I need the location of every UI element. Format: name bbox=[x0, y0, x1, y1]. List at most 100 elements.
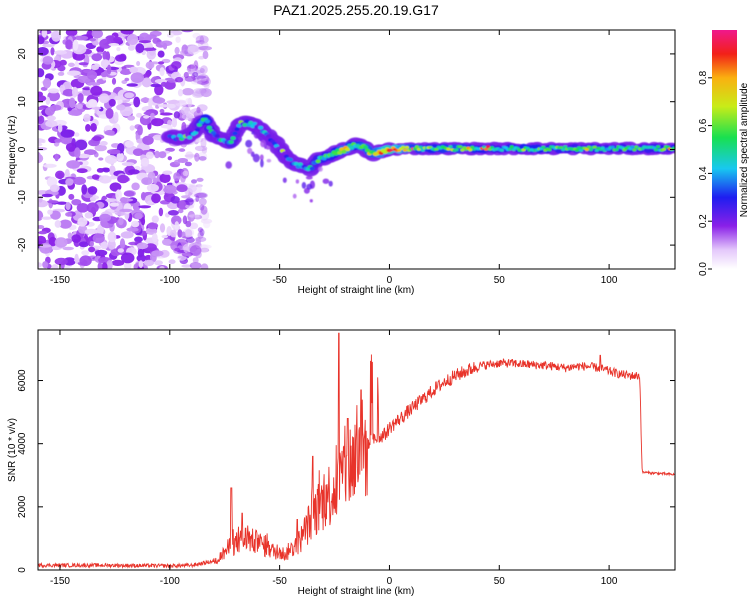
side-blob bbox=[260, 139, 267, 148]
noise-blob bbox=[57, 71, 65, 76]
ridge-point bbox=[576, 146, 582, 150]
noise-blob bbox=[69, 97, 76, 109]
ridge-point bbox=[204, 119, 210, 124]
noise-blob bbox=[200, 65, 208, 74]
x-tick-label: -50 bbox=[272, 576, 287, 587]
noise-blob bbox=[119, 238, 126, 250]
x-tick-label: 0 bbox=[387, 275, 393, 286]
noise-blob bbox=[143, 47, 157, 51]
ridge-point bbox=[333, 151, 339, 156]
noise-blob bbox=[181, 106, 189, 116]
ridge-point bbox=[232, 131, 238, 136]
noise-blob bbox=[128, 169, 140, 175]
noise-blob bbox=[181, 30, 194, 33]
noise-blob bbox=[123, 190, 135, 197]
x-tick-label: 0 bbox=[387, 576, 393, 587]
noise-blob bbox=[195, 236, 207, 242]
snr-frame bbox=[37, 329, 676, 571]
ridge-point bbox=[242, 123, 248, 127]
side-blob bbox=[322, 178, 330, 184]
noise-blob bbox=[185, 220, 192, 228]
noise-blob bbox=[141, 177, 153, 186]
noise-blob bbox=[137, 124, 143, 136]
ridge-point bbox=[547, 148, 552, 152]
noise-blob bbox=[55, 170, 65, 179]
noise-blob bbox=[187, 45, 200, 55]
noise-blob bbox=[120, 30, 134, 35]
noise-blob bbox=[199, 204, 205, 211]
ridge-point bbox=[460, 148, 465, 152]
side-blob bbox=[305, 175, 313, 180]
noise-blob bbox=[158, 61, 165, 65]
noise-blob bbox=[121, 162, 135, 167]
noise-blob bbox=[184, 161, 192, 167]
noise-blob bbox=[134, 236, 143, 243]
noise-blob bbox=[199, 68, 205, 74]
noise-blob bbox=[46, 115, 57, 121]
noise-blob bbox=[98, 93, 110, 104]
snr-series-line bbox=[38, 332, 675, 570]
noise-blob bbox=[198, 156, 207, 161]
noise-blob bbox=[74, 147, 81, 159]
noise-blob bbox=[109, 175, 118, 180]
noise-blob bbox=[38, 115, 45, 125]
x-tick-label: -150 bbox=[50, 275, 70, 286]
y-tick-label: 6000 bbox=[17, 369, 28, 392]
noise-blob bbox=[129, 125, 135, 131]
noise-blob bbox=[195, 75, 207, 83]
noise-blob bbox=[56, 201, 68, 205]
ridge-point bbox=[196, 123, 202, 127]
noise-blob bbox=[76, 153, 91, 159]
noise-blob bbox=[97, 262, 103, 269]
noise-blob bbox=[167, 156, 172, 161]
ridge-point bbox=[248, 120, 254, 125]
y-tick-label: 10 bbox=[17, 96, 28, 108]
noise-blob bbox=[130, 72, 144, 83]
noise-blob bbox=[171, 215, 182, 226]
figure-title: PAZ1.2025.255.20.19.G17 bbox=[273, 2, 439, 18]
noise-blob bbox=[126, 83, 138, 87]
noise-blob bbox=[148, 98, 153, 109]
noise-blob bbox=[47, 91, 60, 102]
ridge-point bbox=[281, 151, 288, 156]
noise-blob bbox=[199, 244, 212, 249]
noise-blob bbox=[42, 44, 55, 48]
noise-blob bbox=[204, 84, 210, 89]
noise-blob bbox=[109, 182, 122, 192]
noise-blob bbox=[62, 246, 74, 251]
noise-blob bbox=[96, 168, 104, 173]
side-blob bbox=[282, 177, 287, 183]
noise-blob bbox=[183, 244, 189, 254]
noise-blob bbox=[123, 203, 132, 214]
noise-blob bbox=[133, 96, 141, 108]
noise-blob bbox=[163, 184, 177, 194]
noise-blob bbox=[159, 112, 173, 116]
noise-blob bbox=[54, 237, 68, 248]
noise-blob bbox=[142, 135, 154, 145]
noise-blob bbox=[101, 262, 108, 269]
noise-blob bbox=[98, 157, 104, 161]
noise-blob bbox=[102, 50, 108, 61]
noise-blob bbox=[181, 264, 193, 268]
colorbar-tick-label: 0.4 bbox=[698, 166, 709, 180]
noise-blob bbox=[188, 64, 196, 69]
ridge-point bbox=[401, 145, 406, 149]
noise-blob bbox=[176, 184, 188, 193]
noise-blob bbox=[67, 70, 81, 76]
noise-blob bbox=[41, 193, 53, 198]
side-blob bbox=[295, 179, 300, 184]
side-blob bbox=[306, 183, 313, 190]
noise-blob bbox=[89, 240, 95, 247]
noise-blob bbox=[174, 46, 180, 55]
noise-blob bbox=[158, 207, 164, 217]
x-tick-label: 100 bbox=[601, 275, 618, 286]
noise-blob bbox=[65, 178, 74, 186]
noise-blob bbox=[88, 99, 98, 108]
noise-blob bbox=[72, 86, 78, 98]
noise-blob bbox=[185, 197, 194, 206]
noise-blob bbox=[113, 36, 123, 43]
ridge-point bbox=[486, 145, 491, 149]
noise-blob bbox=[48, 88, 60, 94]
x-tick-label: -100 bbox=[160, 275, 180, 286]
